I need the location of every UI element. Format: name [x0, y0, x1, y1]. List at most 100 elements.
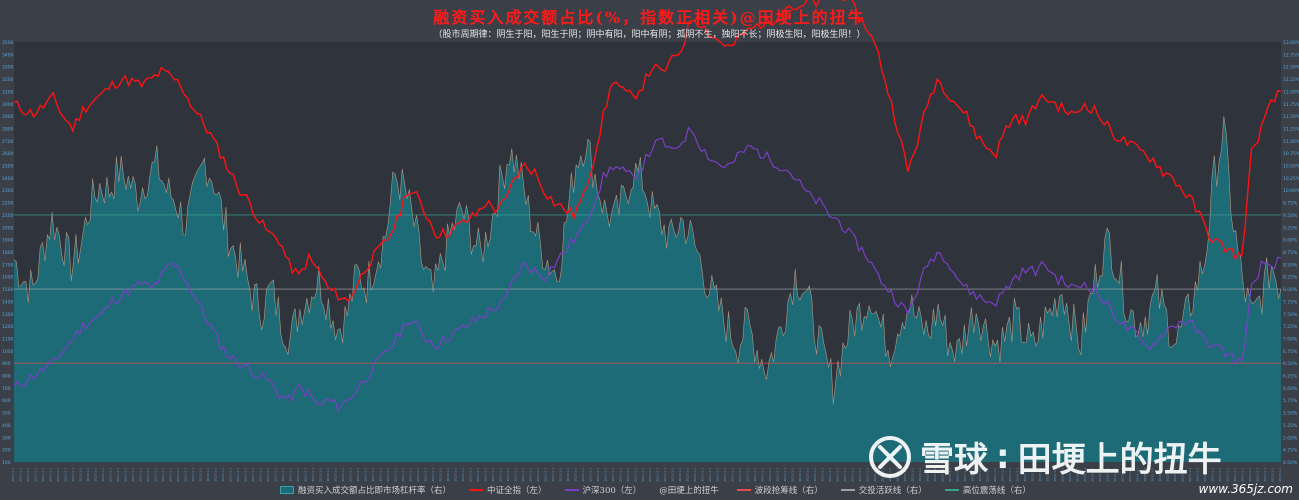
- legend-item-buy-line: 波段抢筹线（右）: [736, 484, 823, 496]
- x-tick-label: 2015-1-1: [1188, 468, 1192, 482]
- y-right-tick-label: 8.00%: [1283, 287, 1298, 293]
- x-tick-label: 2015-1-1: [626, 468, 630, 482]
- x-tick-label: 2015-1-1: [1203, 468, 1207, 482]
- x-tick-label: 2015-1-1: [1046, 468, 1050, 482]
- x-tick-label: 2015-1-1: [416, 468, 420, 482]
- xueqiu-watermark: 雪球 : 田埂上的扭牛: [868, 432, 1222, 481]
- y-right-tick-label: 8.75%: [1283, 250, 1298, 256]
- x-tick-label: 2015-1-1: [971, 468, 975, 482]
- x-tick-label: 2015-1-1: [131, 468, 135, 482]
- y-right-tick-label: 6.25%: [1283, 374, 1298, 380]
- y-left-tick-label: 2300: [2, 188, 14, 194]
- x-tick-label: 2015-1-1: [761, 468, 765, 482]
- x-tick-label: 2015-1-1: [716, 468, 720, 482]
- y-left-tick-label: 600: [2, 398, 11, 404]
- x-tick-label: 2015-1-1: [476, 468, 480, 482]
- y-left-tick-label: 1000: [2, 349, 14, 355]
- x-tick-label: 2015-1-1: [671, 468, 675, 482]
- x-tick-label: 2015-1-1: [746, 468, 750, 482]
- x-tick-label: 2015-1-1: [1143, 468, 1147, 482]
- legend-label-buy-line: 波段抢筹线（右）: [754, 486, 823, 496]
- y-left-tick-label: 700: [2, 386, 11, 392]
- x-tick-label: 2015-1-1: [243, 468, 247, 482]
- x-tick-label: 2015-1-1: [1196, 468, 1200, 482]
- x-tick-label: 2015-1-1: [453, 468, 457, 482]
- x-tick-label: 2015-1-1: [1083, 468, 1087, 482]
- x-tick-label: 2015-1-1: [528, 468, 532, 482]
- y-right-tick-label: 10.25%: [1283, 176, 1299, 182]
- x-tick-label: 2015-1-1: [648, 468, 652, 482]
- x-tick-label: 2015-1-1: [273, 468, 277, 482]
- x-tick-label: 2015-1-1: [1016, 468, 1020, 482]
- x-tick-label: 2015-1-1: [513, 468, 517, 482]
- y-left-tick-label: 400: [2, 423, 11, 429]
- x-tick-label: 2015-1-1: [566, 468, 570, 482]
- x-tick-label: 2015-1-1: [71, 468, 75, 482]
- x-tick-label: 2015-1-1: [1001, 468, 1005, 482]
- x-tick-label: 2015-1-1: [468, 468, 472, 482]
- x-tick-label: 2015-1-1: [348, 468, 352, 482]
- x-tick-label: 2015-1-1: [191, 468, 195, 482]
- x-tick-label: 2015-1-1: [161, 468, 165, 482]
- x-tick-label: 2015-1-1: [168, 468, 172, 482]
- x-tick-label: 2015-1-1: [386, 468, 390, 482]
- y-left-tick-label: 1700: [2, 262, 14, 268]
- x-tick-label: 2015-1-1: [1181, 468, 1185, 482]
- watermark-brand: 雪球: [920, 440, 988, 480]
- x-tick-label: 2015-1-1: [1098, 468, 1102, 482]
- x-tick-label: 2015-1-1: [858, 468, 862, 482]
- legend-swatch-buy-line: [736, 489, 751, 491]
- y-left-tick-label: 900: [2, 361, 11, 367]
- y-right-tick-label: 7.25%: [1283, 324, 1298, 330]
- x-tick-label: 2015-1-1: [461, 468, 465, 482]
- x-tick-label: 2015-1-1: [663, 468, 667, 482]
- y-left-tick-label: 2000: [2, 225, 14, 231]
- x-tick-label: 2015-1-1: [408, 468, 412, 482]
- y-left-tick-label: 200: [2, 448, 11, 454]
- y-right-tick-label: 6.50%: [1283, 361, 1298, 367]
- x-tick-label: 2015-1-1: [378, 468, 382, 482]
- x-tick-label: 2015-1-1: [318, 468, 322, 482]
- x-tick-label: 2015-1-1: [821, 468, 825, 482]
- x-tick-label: 2015-1-1: [371, 468, 375, 482]
- x-tick-label: 2015-1-1: [828, 468, 832, 482]
- x-tick-label: 2015-1-1: [63, 468, 67, 482]
- x-tick-label: 2015-1-1: [303, 468, 307, 482]
- x-tick-label: 2015-1-1: [536, 468, 540, 482]
- x-tick-label: 2015-1-1: [491, 468, 495, 482]
- legend-item-hs300: 沪深300（左）: [564, 484, 641, 496]
- legend: 融资买入成交额占比即市场杠杆率（右） 中证全指（左） 沪深300（左） @田埂上…: [280, 484, 1031, 496]
- x-tick-label: 2015-1-1: [851, 468, 855, 482]
- x-tick-label: 2015-1-1: [656, 468, 660, 482]
- x-tick-label: 2015-1-1: [701, 468, 705, 482]
- y-right-tick-label: 13.00%: [1283, 40, 1299, 46]
- legend-item-author: @田埂上的扭牛: [659, 484, 719, 496]
- x-tick-label: 2015-1-1: [708, 468, 712, 482]
- y-left-tick-label: 3400: [2, 52, 14, 58]
- x-tick-label: 2015-1-1: [1053, 468, 1057, 482]
- legend-swatch-area: [280, 486, 294, 494]
- x-tick-label: 2015-1-1: [738, 468, 742, 482]
- x-tick-label: 2015-1-1: [48, 468, 52, 482]
- y-right-tick-label: 8.25%: [1283, 275, 1298, 281]
- x-tick-label: 2015-1-1: [941, 468, 945, 482]
- x-tick-label: 2015-1-1: [1218, 468, 1222, 482]
- x-tick-label: 2015-1-1: [498, 468, 502, 482]
- x-tick-label: 2015-1-1: [1263, 468, 1267, 482]
- hs300-line: [13, 126, 1282, 413]
- x-tick-label: 2015-1-1: [116, 468, 120, 482]
- x-tick-label: 2015-1-1: [1106, 468, 1110, 482]
- x-tick-label: 2015-1-1: [611, 468, 615, 482]
- y-right-tick-label: 9.75%: [1283, 201, 1298, 207]
- x-tick-label: 2015-1-1: [1158, 468, 1162, 482]
- x-tick-label: 2015-1-1: [18, 468, 22, 482]
- legend-swatch-csi-all: [469, 489, 484, 491]
- x-tick-label: 2015-1-1: [101, 468, 105, 482]
- x-tick-label: 2015-1-1: [1233, 468, 1237, 482]
- x-tick-label: 2015-1-1: [1068, 468, 1072, 482]
- x-tick-label: 2015-1-1: [1121, 468, 1125, 482]
- y-right-tick-label: 11.50%: [1283, 114, 1299, 120]
- watermark-author: 田埂上的扭牛: [1017, 440, 1222, 480]
- x-tick-label: 2015-1-1: [753, 468, 757, 482]
